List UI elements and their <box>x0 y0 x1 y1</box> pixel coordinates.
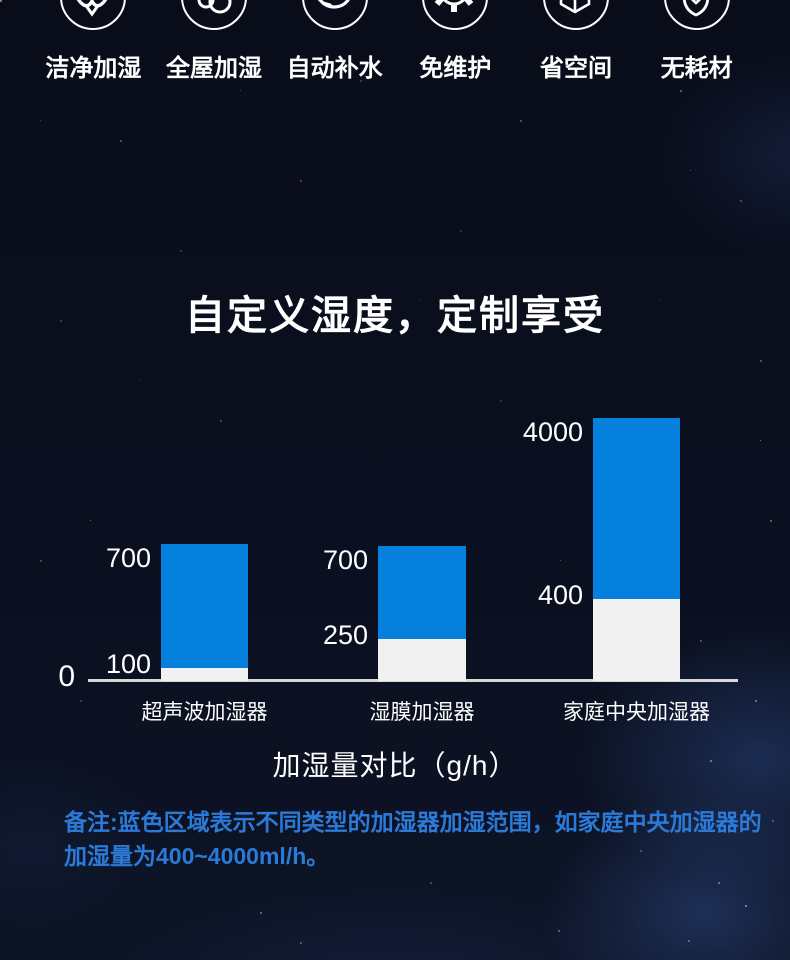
axis-origin-label: 0 <box>58 660 75 693</box>
feature-label: 自动补水 <box>286 55 383 82</box>
bar-max-label: 4000 <box>522 417 583 447</box>
footnote-line: 加湿量为400~4000ml/h。 <box>64 843 330 869</box>
feature-no-consumables: 无耗材 <box>636 0 757 83</box>
feature-whole-house: 全屋加湿 <box>154 0 275 83</box>
feature-label: 全屋加湿 <box>166 55 262 82</box>
bar-base-segment <box>161 668 248 681</box>
bar-category-label: 超声波加湿器 <box>141 701 268 724</box>
bar-min-label: 100 <box>105 649 151 679</box>
bar-category-label: 湿膜加湿器 <box>369 701 475 724</box>
feature-label: 省空间 <box>540 55 613 82</box>
chart-title: 加湿量对比（g/h） <box>272 750 518 781</box>
footnote-line: 备注:蓝色区域表示不同类型的加湿器加湿范围，如家庭中央加湿器的 <box>64 809 762 835</box>
section-title: 自定义湿度，定制享受 <box>185 294 605 338</box>
bar-range-segment <box>593 418 680 599</box>
feature-space-saving: 省空间 <box>516 0 637 83</box>
bar-max-label: 700 <box>322 545 368 575</box>
feature-maintenance-free: 免维护 <box>395 0 516 83</box>
bar-range-segment <box>161 544 248 668</box>
bar-min-label: 250 <box>322 620 368 650</box>
bar-base-segment <box>593 599 680 681</box>
chart-bar <box>161 544 248 681</box>
bar-max-label: 700 <box>105 543 151 573</box>
feature-label: 无耗材 <box>660 55 733 82</box>
feature-label: 免维护 <box>419 55 492 82</box>
feature-label: 洁净加湿 <box>45 55 142 82</box>
feature-row: 洁净加湿 全屋加湿 自动补水 <box>0 0 790 83</box>
chart-footnote: 备注:蓝色区域表示不同类型的加湿器加湿范围，如家庭中央加湿器的 加湿量为400~… <box>64 805 764 873</box>
bar-base-segment <box>378 639 466 681</box>
bar-category-label: 家庭中央加湿器 <box>563 701 710 724</box>
feature-clean-humidify: 洁净加湿 <box>33 0 154 83</box>
feature-auto-refill: 自动补水 <box>274 0 395 83</box>
bar-min-label: 400 <box>537 580 583 610</box>
bar-range-segment <box>378 546 466 639</box>
chart-bar <box>378 546 466 681</box>
chart-bar <box>593 418 680 681</box>
